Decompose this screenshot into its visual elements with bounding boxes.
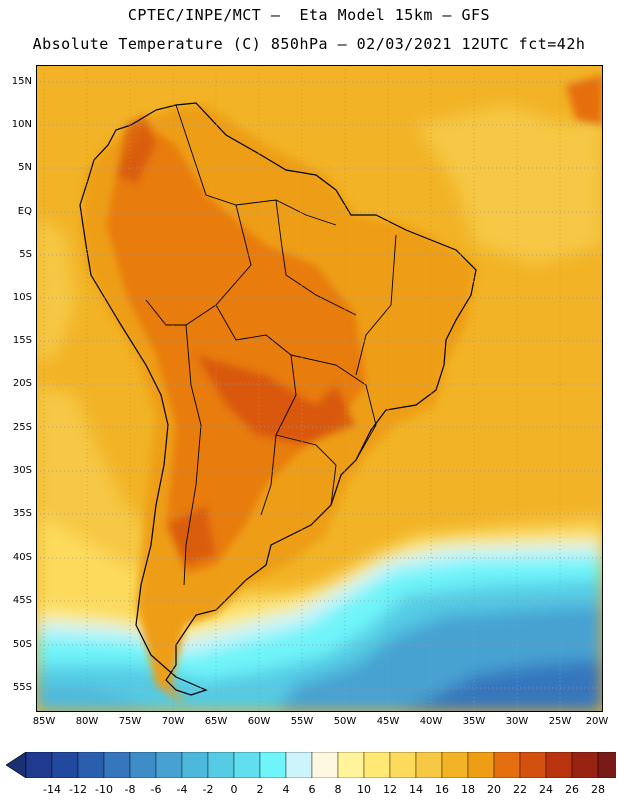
colorbar-swatch — [181, 752, 209, 778]
land-shading — [81, 75, 603, 705]
lat-label: 5S — [19, 249, 32, 260]
lon-label: 20W — [585, 716, 609, 727]
colorbar-tick-label: 0 — [230, 783, 238, 796]
lat-label: 35S — [12, 508, 32, 519]
colorbar-swatch — [311, 752, 339, 778]
colorbar-swatch — [259, 752, 287, 778]
country-borders — [145, 104, 397, 586]
colorbar-tick-label: -2 — [202, 783, 214, 796]
colorbar-tick-label: 4 — [282, 783, 290, 796]
lat-label: 15N — [11, 76, 32, 87]
colorbar-swatch — [25, 752, 53, 778]
temperature-map — [36, 65, 603, 712]
lat-label: 50S — [12, 639, 32, 650]
colorbar-swatch — [571, 752, 599, 778]
lon-label: 45W — [376, 716, 400, 727]
lon-label: 55W — [290, 716, 314, 727]
graticule — [36, 65, 603, 712]
lon-label: 60W — [247, 716, 271, 727]
colorbar-swatch — [285, 752, 313, 778]
colorbar-tick-label: 8 — [334, 783, 342, 796]
lon-label: 65W — [204, 716, 228, 727]
title-line-2: Absolute Temperature (C) 850hPa – 02/03/… — [32, 35, 586, 53]
lat-label: 10S — [12, 292, 32, 303]
colorbar-tick-label: 16 — [435, 783, 449, 796]
lat-label: 30S — [12, 465, 32, 476]
colorbar-tick-label: 24 — [539, 783, 553, 796]
colorbar-tick-label: -10 — [95, 783, 113, 796]
colorbar-swatch — [519, 752, 547, 778]
colorbar-swatch — [493, 752, 521, 778]
colorbar-swatch — [363, 752, 391, 778]
lon-label: 75W — [118, 716, 142, 727]
colorbar-tick-label: -8 — [124, 783, 136, 796]
colorbar-tick-label: 18 — [461, 783, 475, 796]
lat-label: EQ — [17, 206, 32, 217]
map-frame — [36, 65, 603, 712]
colorbar-swatch — [77, 752, 105, 778]
lat-label: 20S — [12, 378, 32, 389]
colorbar-swatch — [337, 752, 365, 778]
colorbar-swatch — [233, 752, 261, 778]
colorbar-swatch — [467, 752, 495, 778]
colorbar-swatch — [389, 752, 417, 778]
lat-label: 55S — [12, 682, 32, 693]
colorbar-tick-label: 26 — [565, 783, 579, 796]
colorbar-tick-label: 28 — [591, 783, 605, 796]
lat-label: 10N — [11, 119, 32, 130]
colorbar-tick-label: -4 — [176, 783, 188, 796]
colorbar-tick-label: 22 — [513, 783, 527, 796]
map-canvas — [36, 65, 603, 712]
colorbar-swatch — [415, 752, 443, 778]
lat-label: 45S — [12, 595, 32, 606]
lon-label: 85W — [32, 716, 56, 727]
lat-label: 40S — [12, 552, 32, 563]
colorbar-swatch — [597, 752, 616, 778]
title-line-1: CPTEC/INPE/MCT – Eta Model 15km – GFS — [127, 6, 491, 24]
colorbar-swatch — [103, 752, 131, 778]
colorbar-tick-label: 10 — [357, 783, 371, 796]
colorbar-tick-label: -14 — [43, 783, 61, 796]
colorbar-tick-label: 12 — [383, 783, 397, 796]
colorbar-tick-label: 14 — [409, 783, 423, 796]
lon-label: 35W — [462, 716, 486, 727]
lon-label: 25W — [548, 716, 572, 727]
colorbar — [6, 752, 616, 778]
lon-label: 40W — [419, 716, 443, 727]
colorbar-swatch — [207, 752, 235, 778]
lon-label: 70W — [161, 716, 185, 727]
colorbar-swatch — [545, 752, 573, 778]
colorbar-under-arrow — [6, 752, 27, 778]
lat-label: 15S — [12, 335, 32, 346]
lon-label: 50W — [333, 716, 357, 727]
lat-label: 5N — [18, 162, 32, 173]
colorbar-tick-label: 20 — [487, 783, 501, 796]
colorbar-swatch — [441, 752, 469, 778]
colorbar-swatch — [155, 752, 183, 778]
colorbar-tick-label: -12 — [69, 783, 87, 796]
colorbar-tick-label: 6 — [308, 783, 316, 796]
colorbar-swatch — [51, 752, 79, 778]
colorbar-tick-label: 2 — [256, 783, 264, 796]
colorbar-tick-label: -6 — [150, 783, 162, 796]
colorbar-swatch — [129, 752, 157, 778]
lat-label: 25S — [12, 422, 32, 433]
lon-label: 30W — [505, 716, 529, 727]
lon-label: 80W — [75, 716, 99, 727]
